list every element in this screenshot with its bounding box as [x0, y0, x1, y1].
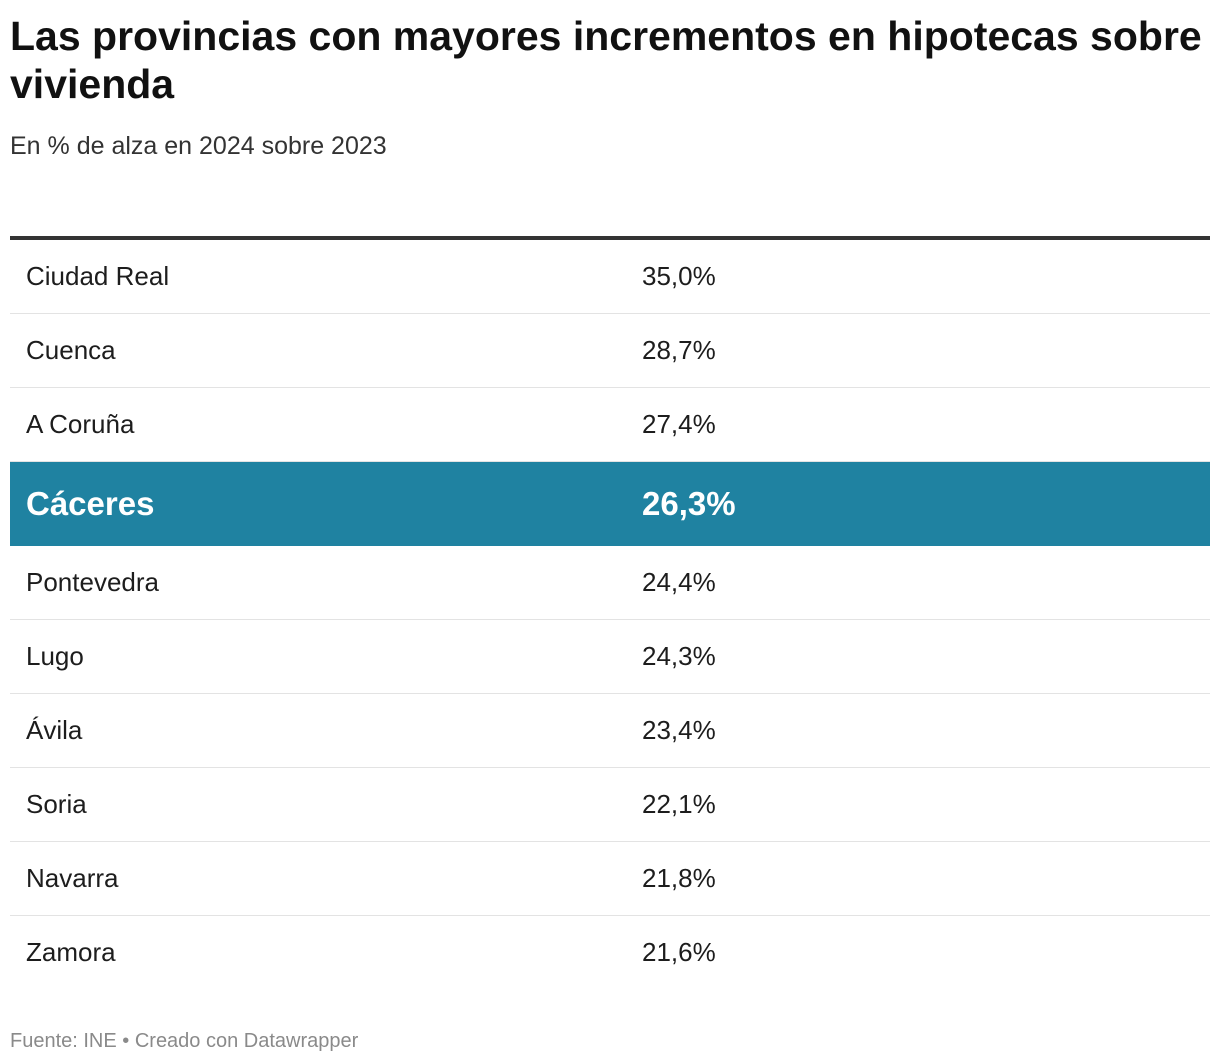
province-name: Ávila	[26, 715, 83, 745]
table-row: Navarra 21,8%	[10, 842, 1210, 916]
province-value: 26,3%	[642, 485, 736, 522]
province-name: Cáceres	[26, 485, 155, 522]
table-row: Zamora 21,6%	[10, 916, 1210, 989]
highlighted-row: Cáceres 26,3%	[10, 462, 1210, 546]
table-row: Ciudad Real 35,0%	[10, 240, 1210, 314]
province-name: Soria	[26, 789, 87, 819]
province-value: 27,4%	[642, 409, 716, 439]
chart-subtitle: En % de alza en 2024 sobre 2023	[10, 132, 387, 160]
table-row: Soria 22,1%	[10, 768, 1210, 842]
province-value: 24,3%	[642, 641, 716, 671]
province-value: 21,6%	[642, 937, 716, 967]
province-value: 35,0%	[642, 261, 716, 291]
province-value: 21,8%	[642, 863, 716, 893]
province-name: Pontevedra	[26, 567, 159, 597]
province-name: A Coruña	[26, 409, 135, 439]
table-row: Lugo 24,3%	[10, 620, 1210, 694]
table-row: A Coruña 27,4%	[10, 388, 1210, 462]
table-row: Ávila 23,4%	[10, 694, 1210, 768]
province-value: 24,4%	[642, 567, 716, 597]
province-name: Zamora	[26, 937, 116, 967]
province-value: 28,7%	[642, 335, 716, 365]
province-value: 22,1%	[642, 789, 716, 819]
source-footer: Fuente: INE • Creado con Datawrapper	[10, 1030, 359, 1052]
province-name: Ciudad Real	[26, 261, 170, 291]
province-value: 23,4%	[642, 715, 716, 745]
chart-title: Las provincias con mayores incrementos e…	[10, 13, 1202, 107]
table-row: Pontevedra 24,4%	[10, 546, 1210, 620]
table-row: Cuenca 28,7%	[10, 314, 1210, 388]
province-name: Lugo	[26, 641, 84, 671]
data-table: Ciudad Real 35,0% Cuenca 28,7% A Coruña …	[10, 236, 1210, 989]
province-name: Navarra	[26, 863, 119, 893]
province-name: Cuenca	[26, 335, 116, 365]
